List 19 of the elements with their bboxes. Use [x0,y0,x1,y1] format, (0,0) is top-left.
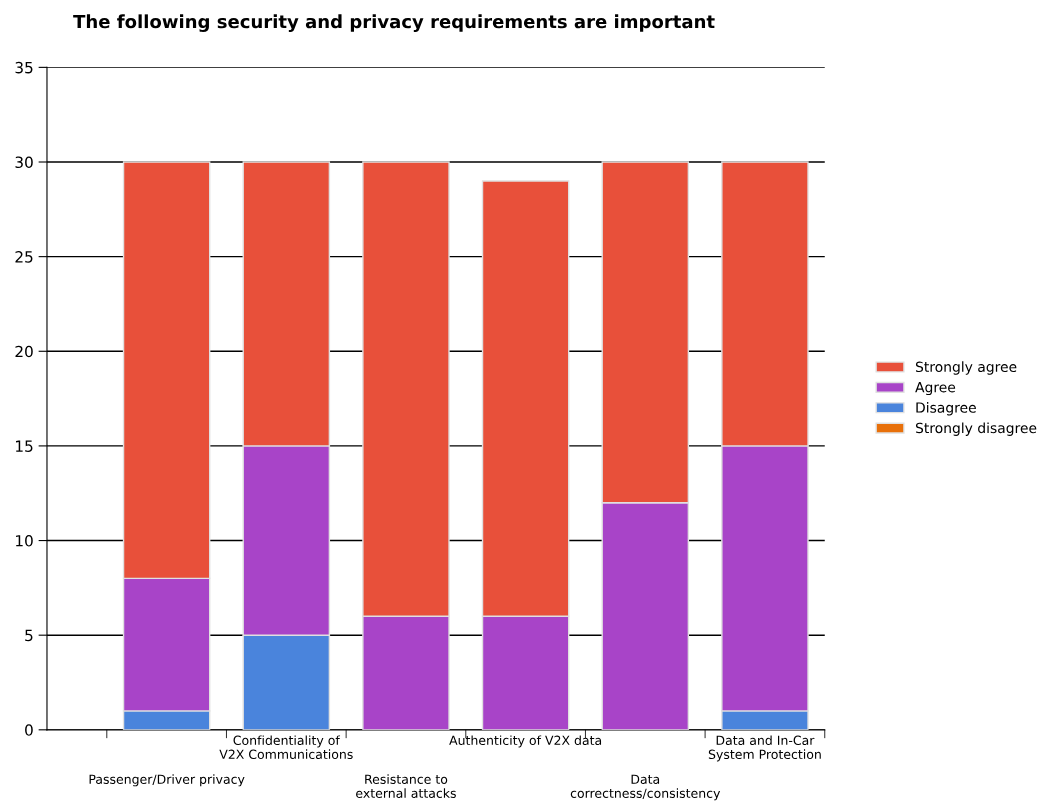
y-tick-label: 15 [16,440,33,452]
y-tick-label: 5 [25,629,33,642]
x-tick-label: Authenticity of V2X data [449,735,602,748]
y-tick-label: 30 [15,156,33,169]
legend-label: Agree [915,382,956,396]
y-tick-label: 10 [16,535,33,547]
x-tick-label: Data and In-Car System Protection [708,735,821,762]
y-tick-label: 20 [15,345,33,358]
legend-label: Strongly agree [915,361,1017,375]
y-tick-label: 35 [15,61,33,74]
legend-label: Disagree [916,402,976,416]
y-tick-label: 0 [25,724,33,736]
x-tick-label: Data correctness/consistency [570,774,721,801]
x-tick-label: Passenger/Driver privacy [89,774,245,787]
x-tick-label: Confidentiality of V2X Communications [219,735,353,760]
legend-label: Strongly disagree [915,422,1037,436]
y-tick-label: 25 [15,251,33,263]
x-tick-label: Resistance to external attacks [356,774,456,798]
chart-title: The following security and privacy requirements are important [73,14,715,32]
